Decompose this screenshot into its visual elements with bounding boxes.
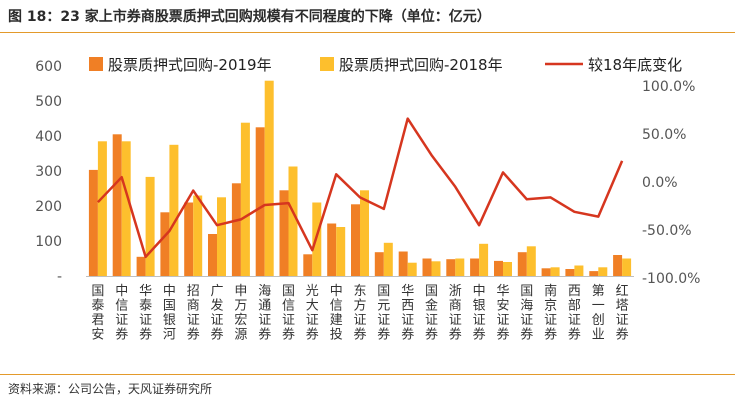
bar-2019-20 [565, 269, 575, 276]
category-label-3: 中国银河 [163, 284, 176, 343]
bar-2018-18 [526, 246, 536, 277]
category-label-20: 西部证券 [568, 284, 581, 343]
bar-2019-2 [136, 256, 146, 277]
bar-2018-19 [550, 267, 560, 277]
category-label-22: 红塔证券 [616, 283, 629, 343]
category-label-9: 光大证券 [306, 284, 319, 343]
bar-2019-10 [327, 223, 337, 276]
bar-2019-18 [517, 252, 527, 276]
legend-swatch-2019 [89, 57, 103, 71]
change-line [96, 117, 624, 259]
bar-2018-6 [240, 122, 250, 276]
right-tick-0: -100.0% [642, 271, 700, 287]
left-tick-2: 200 [35, 199, 62, 215]
bar-2018-22 [622, 258, 632, 276]
bar-2018-17 [503, 262, 512, 276]
right-tick-2: 0.0% [642, 175, 678, 191]
title-divider [0, 32, 735, 33]
left-tick-4: 400 [35, 129, 62, 145]
bar-2019-4 [184, 202, 194, 276]
bar-2018-12 [383, 242, 393, 277]
bar-2018-7 [264, 80, 274, 276]
bar-2018-16 [479, 243, 489, 276]
category-label-6: 申万宏源 [234, 284, 247, 343]
figure-title: 图 18：23 家上市券商股票质押式回购规模有不同程度的下降（单位：亿元） [8, 9, 491, 25]
left-tick-3: 300 [35, 164, 62, 180]
bar-2019-19 [541, 268, 551, 276]
category-label-1: 中信证券 [115, 284, 128, 343]
bar-2018-4 [193, 195, 203, 276]
legend-label-change: 较18年底变化 [588, 56, 682, 74]
bar-2018-13 [407, 262, 417, 276]
bar-2018-10 [336, 227, 346, 276]
category-label-0: 国泰君安 [91, 284, 104, 343]
category-label-16: 中银证券 [473, 284, 486, 343]
bar-2019-9 [303, 254, 313, 276]
bar-2019-11 [351, 204, 360, 277]
category-label-10: 中信建投 [330, 284, 343, 343]
bar-2019-7 [255, 127, 265, 277]
bar-2018-11 [360, 190, 369, 277]
left-tick-5: 500 [35, 94, 62, 110]
bar-2019-6 [231, 183, 241, 277]
chart: 股票质押式回购-2019年 股票质押式回购-2018年 较18年底变化 - 100 20… [35, 56, 700, 343]
category-label-19: 南京证券 [544, 283, 557, 343]
category-labels: 国泰君安中信证券华泰证券中国银河招商证券广发证券申万宏源海通证券国信证券光大证券… [91, 283, 628, 343]
bar-2018-3 [169, 144, 179, 277]
category-label-18: 国海证券 [520, 284, 533, 343]
bar-2019-17 [494, 260, 503, 276]
category-label-11: 东方证券 [353, 284, 366, 343]
bar-2019-1 [112, 134, 122, 277]
bar-2018-5 [217, 197, 226, 277]
right-tick-1: -50.0% [642, 223, 692, 239]
legend-label-2019: 股票质押式回购-2019年 [108, 56, 272, 74]
bar-2019-8 [279, 190, 289, 277]
left-tick-6: 600 [35, 59, 62, 75]
legend: 股票质押式回购-2019年 股票质押式回购-2018年 较18年底变化 [89, 56, 682, 74]
category-label-12: 国元证券 [377, 284, 390, 343]
axes: - 100 200 300 400 500 600 -100.0% -50.0% 0.0% 50.0… [35, 59, 700, 287]
legend-swatch-2018 [320, 57, 334, 71]
bar-2018-8 [288, 166, 298, 276]
bar-2019-5 [208, 234, 217, 276]
right-tick-3: 50.0% [642, 127, 686, 143]
bar-2018-2 [145, 176, 155, 276]
bar-2019-0 [88, 169, 98, 276]
left-tick-1: 100 [35, 234, 62, 250]
category-label-4: 招商证券 [187, 284, 200, 343]
legend-label-2018: 股票质押式回购-2018年 [339, 56, 503, 74]
bar-2019-16 [470, 258, 480, 276]
source-note: 资料来源：公司公告，天风证券研究所 [8, 382, 213, 396]
category-label-17: 华安证券 [496, 284, 509, 343]
bar-2019-14 [422, 258, 432, 276]
bar-2019-3 [160, 212, 170, 276]
bar-2018-21 [598, 267, 608, 277]
bar-2019-15 [446, 259, 456, 276]
bar-2019-21 [589, 271, 599, 276]
category-label-2: 华泰证券 [139, 284, 152, 343]
bar-2019-22 [613, 255, 623, 276]
right-tick-4: 100.0% [642, 79, 695, 95]
bar-2018-15 [455, 258, 465, 276]
bar-2018-20 [574, 265, 584, 276]
bar-2019-13 [398, 251, 408, 276]
bar-2018-0 [97, 141, 107, 277]
category-label-15: 浙商证券 [449, 284, 462, 343]
category-label-8: 国信证券 [282, 284, 295, 343]
source-divider [0, 374, 735, 375]
bars [88, 80, 632, 277]
left-tick-0: - [57, 269, 62, 285]
bar-2019-12 [374, 252, 384, 276]
bar-2018-1 [121, 141, 131, 277]
category-label-7: 海通证券 [258, 284, 271, 343]
category-label-13: 华西证券 [401, 284, 414, 343]
bar-2018-14 [431, 261, 441, 276]
category-label-5: 广发证券 [210, 284, 223, 343]
category-label-21: 第一创业 [592, 284, 605, 343]
category-label-14: 国金证券 [425, 284, 438, 343]
